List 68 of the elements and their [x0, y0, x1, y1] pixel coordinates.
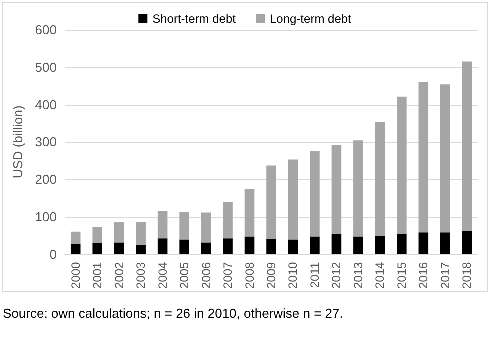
x-tick-label: 2007 — [221, 262, 236, 290]
bar — [354, 236, 364, 254]
bar — [310, 152, 320, 237]
bar — [288, 240, 298, 254]
source-note: Source: own calculations; n = 26 in 2010, otherwise n = 27. — [3, 305, 344, 322]
y-tick-label: 300 — [35, 134, 57, 150]
bar — [244, 236, 255, 254]
x-tick-label: 2009 — [264, 262, 278, 290]
bar — [440, 232, 450, 254]
x-tick-label: 2001 — [90, 262, 105, 290]
bar — [92, 243, 102, 254]
bar — [223, 202, 233, 239]
bar — [158, 211, 168, 239]
bar — [288, 160, 298, 240]
x-tick-label: 2014 — [373, 262, 388, 290]
x-tick-label: 2015 — [394, 262, 409, 290]
y-tick-label: 500 — [35, 60, 57, 75]
bar — [397, 234, 407, 254]
x-tick-label: 2018 — [460, 262, 474, 290]
bar — [136, 222, 146, 245]
bar — [114, 222, 124, 243]
legend-label: Short-term debt — [152, 12, 237, 26]
x-tick-label: 2006 — [199, 262, 214, 290]
bar — [375, 236, 386, 254]
x-tick-label: 2011 — [308, 262, 322, 288]
bar — [354, 140, 364, 237]
bar — [180, 212, 190, 240]
x-tick-label: 2016 — [416, 262, 431, 290]
bar — [201, 242, 212, 254]
bar — [244, 189, 255, 237]
bar — [332, 145, 342, 234]
x-tick-label: 2000 — [68, 262, 83, 290]
x-tick-label: 2017 — [438, 262, 452, 290]
bar — [180, 240, 190, 254]
bar — [70, 244, 81, 254]
y-tick-label: 100 — [35, 209, 57, 224]
y-axis-title: USD (billion) — [10, 106, 26, 179]
legend-label: Long-term debt — [270, 12, 352, 26]
y-tick-label: 600 — [35, 22, 57, 38]
bar — [70, 232, 81, 244]
bar — [266, 166, 276, 240]
bar — [440, 84, 450, 233]
bar — [462, 231, 472, 254]
bar — [418, 82, 429, 233]
bar — [310, 236, 320, 254]
x-tick-label: 2012 — [330, 262, 344, 290]
bar — [158, 238, 168, 254]
x-tick-label: 2005 — [178, 262, 192, 290]
x-tick-label: 2008 — [242, 262, 257, 290]
y-tick-label: 200 — [35, 172, 57, 188]
bar — [223, 238, 233, 254]
x-tick-label: 2010 — [286, 262, 300, 290]
x-tick-label: 2004 — [156, 262, 170, 290]
bar — [114, 242, 124, 254]
x-tick-label: 2013 — [351, 262, 366, 290]
bar — [375, 122, 386, 236]
bar — [201, 212, 212, 243]
y-tick-label: 400 — [35, 97, 57, 112]
x-tick-label: 2003 — [134, 262, 148, 290]
bar — [332, 234, 342, 254]
bar — [92, 227, 102, 244]
bar — [136, 244, 146, 254]
x-tick-label: 2002 — [112, 262, 126, 290]
bar — [397, 96, 407, 234]
y-tick-label: 0 — [50, 246, 57, 262]
bar — [418, 232, 429, 254]
bar — [266, 239, 276, 254]
bar — [462, 62, 472, 232]
